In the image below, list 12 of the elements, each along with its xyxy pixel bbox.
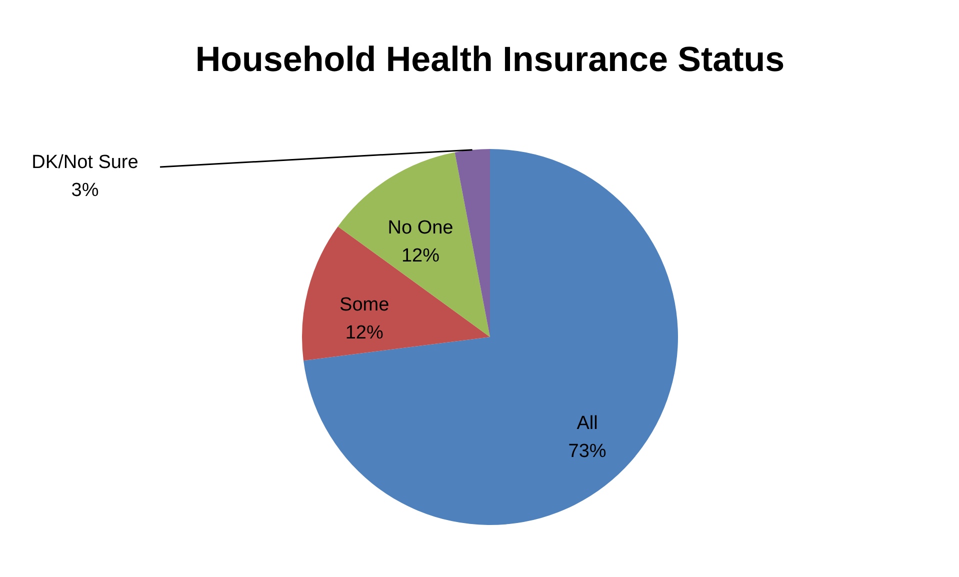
pie-slice [303, 149, 678, 525]
slice-label: No One [388, 217, 454, 238]
slice-label: All [576, 412, 598, 434]
slice-label: Some [340, 294, 390, 316]
data-label: 12% [401, 245, 440, 266]
data-label: 12% [345, 322, 384, 344]
chart-title: Household Health Insurance Status [195, 40, 785, 79]
pie-slice [338, 152, 490, 337]
pie-slice [454, 149, 490, 337]
slice-label: DK/Not Sure [32, 152, 138, 173]
data-label: 3% [71, 180, 99, 201]
data-label: 73% [568, 440, 606, 462]
